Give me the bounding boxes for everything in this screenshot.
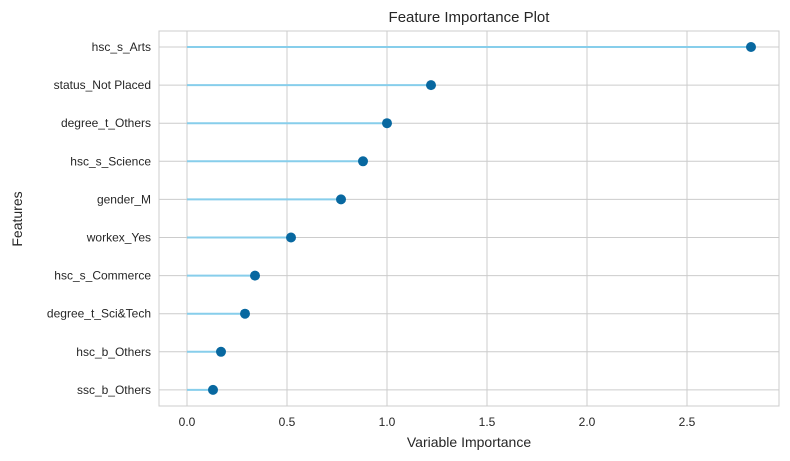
x-tick-label: 0.0 bbox=[179, 415, 196, 429]
category-label: ssc_b_Others bbox=[77, 383, 151, 397]
category-label: status_Not Placed bbox=[54, 78, 151, 92]
stems bbox=[187, 46, 751, 391]
category-label: degree_t_Others bbox=[61, 116, 151, 130]
x-tick-labels: 0.0 0.5 1.0 1.5 2.0 2.5 bbox=[179, 415, 696, 429]
importance-marker bbox=[240, 308, 250, 319]
x-tick-label: 1.0 bbox=[379, 415, 396, 429]
importance-marker bbox=[216, 346, 226, 357]
category-label: degree_t_Sci&Tech bbox=[47, 307, 151, 321]
x-tick-label: 1.5 bbox=[479, 415, 496, 429]
category-labels: hsc_s_Arts status_Not Placed degree_t_Othe… bbox=[47, 40, 151, 397]
x-tick-label: 2.0 bbox=[579, 415, 596, 429]
category-label: workex_Yes bbox=[86, 231, 151, 245]
importance-marker bbox=[426, 80, 436, 91]
category-label: hsc_s_Arts bbox=[92, 40, 151, 54]
chart-title: Feature Importance Plot bbox=[389, 9, 551, 26]
importance-marker bbox=[208, 384, 218, 395]
y-axis-label: Features bbox=[9, 191, 25, 246]
category-label: hsc_s_Science bbox=[70, 154, 151, 168]
x-axis-label: Variable Importance bbox=[407, 434, 531, 450]
category-label: hsc_b_Others bbox=[76, 345, 151, 359]
x-tick-label: 0.5 bbox=[279, 415, 296, 429]
importance-marker bbox=[250, 270, 260, 281]
category-label: gender_M bbox=[97, 192, 151, 206]
category-label: hsc_s_Commerce bbox=[54, 269, 151, 283]
importance-marker bbox=[358, 156, 368, 167]
plot-frame bbox=[158, 30, 780, 407]
x-tick-label: 2.5 bbox=[679, 415, 696, 429]
importance-marker bbox=[336, 194, 346, 205]
markers bbox=[208, 42, 756, 395]
importance-marker bbox=[286, 232, 296, 243]
importance-marker bbox=[746, 42, 756, 52]
importance-marker bbox=[382, 118, 392, 129]
